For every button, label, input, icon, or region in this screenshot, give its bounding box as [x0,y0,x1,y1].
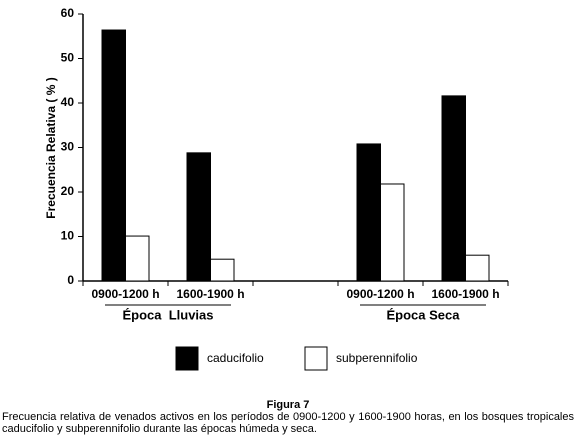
chart: Frecuencia Relativa ( % ) 0 10 20 30 40 50 60 0… [44,6,509,371]
y-tick-label: 30 [61,140,75,154]
y-tick-label: 20 [61,184,75,198]
caption-text: Frecuencia relativa de venados activos e… [2,411,574,435]
y-tick-label: 0 [67,273,74,287]
caption-title: Figura 7 [266,399,310,411]
y-tick-label: 10 [61,229,75,243]
y-tick-label: 40 [61,95,75,109]
group-label: Época Seca [387,307,461,322]
group-label: Época Lluvias [122,307,213,322]
bar [465,254,490,282]
y-axis-label: Frecuencia Relativa ( % ) [44,77,58,218]
bar [380,183,405,282]
y-tick-label: 50 [61,51,75,65]
x-tick-label: 0900-1200 h [91,287,159,301]
x-tick-label: 1600-1900 h [431,287,499,301]
y-tick-label: 60 [61,6,75,20]
legend-swatch [175,346,199,371]
x-tick-label: 1600-1900 h [176,287,244,301]
legend-swatch [304,346,328,371]
bar [186,152,211,282]
bar [356,143,381,282]
bar [210,258,235,282]
caption: Figura 7 Frecuencia relativa de venados … [2,399,574,435]
legend-label: subperennifolio [336,351,418,365]
bar [125,235,150,282]
x-tick-label: 0900-1200 h [346,287,414,301]
bar [101,29,126,282]
bar [441,95,466,282]
legend-label: caducifolio [207,351,264,365]
